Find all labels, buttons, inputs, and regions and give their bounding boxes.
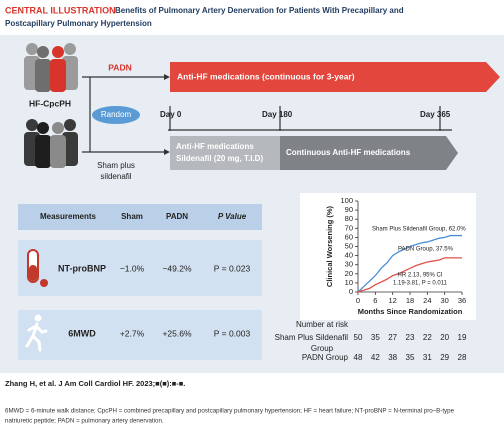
series-label: PADN Group, 37.5% — [398, 247, 454, 253]
population-icon — [24, 43, 78, 92]
risk-value: 23 — [406, 333, 415, 342]
table-header: PADN — [166, 212, 188, 221]
risk-label: PADN Group — [302, 353, 349, 362]
header-label: CENTRAL ILLUSTRATION — [5, 5, 116, 15]
sham-label: Sham plus — [97, 161, 135, 170]
timeline-label: Day 0 — [160, 110, 182, 119]
risk-value: 42 — [371, 353, 380, 362]
risk-value: 20 — [440, 333, 449, 342]
x-tick-label: 18 — [406, 296, 414, 305]
x-tick-label: 6 — [373, 296, 377, 305]
sham-arm-label: Continuous Anti-HF medications — [286, 148, 411, 157]
x-axis-label: Months Since Randomization — [358, 307, 463, 316]
random-label: Random — [101, 110, 132, 119]
risk-label: Group — [311, 344, 334, 353]
table-cell: −1.0% — [120, 263, 145, 273]
sham-arm-label: Anti-HF medications — [176, 142, 254, 151]
table-header: P Value — [218, 212, 247, 221]
sham-arm-second — [280, 136, 458, 170]
x-tick-label: 30 — [440, 296, 448, 305]
table-header: Sham — [121, 212, 143, 221]
risk-value: 29 — [440, 353, 449, 362]
walker-icon — [25, 314, 48, 352]
header-title: Benefits of Pulmonary Artery Denervation… — [115, 6, 404, 15]
y-tick-label: 10 — [345, 278, 353, 287]
risk-value: 22 — [423, 333, 432, 342]
population-label: HF-CpcPH — [29, 98, 71, 108]
km-line — [357, 234, 462, 293]
sham-label: sildenafil — [100, 172, 131, 181]
citation: Zhang H, et al. J Am Coll Cardiol HF. 20… — [5, 379, 185, 388]
x-tick-label: 0 — [356, 296, 360, 305]
y-tick-label: 70 — [345, 223, 353, 232]
risk-value: 48 — [354, 353, 363, 362]
x-tick-label: 12 — [388, 296, 396, 305]
x-tick-label: 24 — [423, 296, 431, 305]
sham-arm-label: Sildenafil (20 mg, T.I.D) — [176, 154, 263, 163]
y-tick-label: 80 — [345, 214, 353, 223]
table-row — [18, 240, 262, 296]
random-oval — [92, 106, 140, 124]
table-header: Measurements — [40, 212, 97, 221]
risk-value: 27 — [388, 333, 397, 342]
series-label: Sham Plus Sildenafil Group, 62.0% — [372, 227, 466, 233]
y-tick-label: 20 — [345, 269, 353, 278]
padn-arm-label: Anti-HF medications (continuous for 3-ye… — [177, 71, 355, 81]
risk-value: 38 — [388, 353, 397, 362]
y-tick-label: 50 — [345, 241, 353, 250]
timeline — [168, 106, 452, 131]
population-icon — [24, 119, 78, 168]
risk-value: 35 — [406, 353, 415, 362]
footnote: natriuretic peptide; PADN = pulmonary ar… — [5, 418, 164, 425]
y-tick-label: 40 — [345, 251, 353, 260]
padn-arm-arrow — [170, 62, 500, 92]
sham-arm-first — [170, 136, 280, 170]
header-title: Postcapillary Pulmonary Hypertension — [5, 19, 152, 28]
table-header-row — [18, 204, 262, 230]
risk-value: 35 — [371, 333, 380, 342]
risk-value: 50 — [354, 333, 363, 342]
risk-title: Number at risk — [296, 320, 349, 329]
table-cell: +25.6% — [162, 328, 192, 338]
y-tick-label: 0 — [349, 287, 353, 296]
table-cell: P = 0.003 — [214, 328, 251, 338]
chart-box — [300, 193, 476, 320]
table-cell: +2.7% — [120, 328, 145, 338]
annotation: 1.19-3.81, P = 0.011 — [393, 281, 448, 287]
tube-icon — [27, 249, 48, 287]
randomization-bracket — [82, 76, 164, 153]
table-cell: −49.2% — [162, 263, 192, 273]
y-axis-label: Clinical Worsening (%) — [325, 205, 334, 287]
risk-value: 28 — [458, 353, 467, 362]
table-cell: P = 0.023 — [214, 263, 251, 273]
km-line — [357, 257, 462, 293]
y-tick-label: 60 — [345, 232, 353, 241]
timeline-label: Day 180 — [262, 110, 293, 119]
table-row — [18, 310, 262, 360]
risk-value: 19 — [458, 333, 467, 342]
risk-label: Sham Plus Sildenafil — [275, 333, 349, 342]
table-cell: 6MWD — [68, 328, 96, 338]
x-tick-label: 36 — [458, 296, 466, 305]
y-tick-label: 90 — [345, 205, 353, 214]
risk-value: 31 — [423, 353, 432, 362]
annotation: HR 2.13, 95% CI — [397, 273, 442, 279]
table-cell: NT-proBNP — [58, 263, 106, 273]
timeline-label: Day 365 — [420, 110, 451, 119]
y-tick-label: 30 — [345, 260, 353, 269]
footnote: 6MWD = 6-minute walk distance; CpcPH = c… — [5, 408, 455, 415]
padn-label: PADN — [108, 62, 131, 72]
y-tick-label: 100 — [340, 196, 353, 205]
